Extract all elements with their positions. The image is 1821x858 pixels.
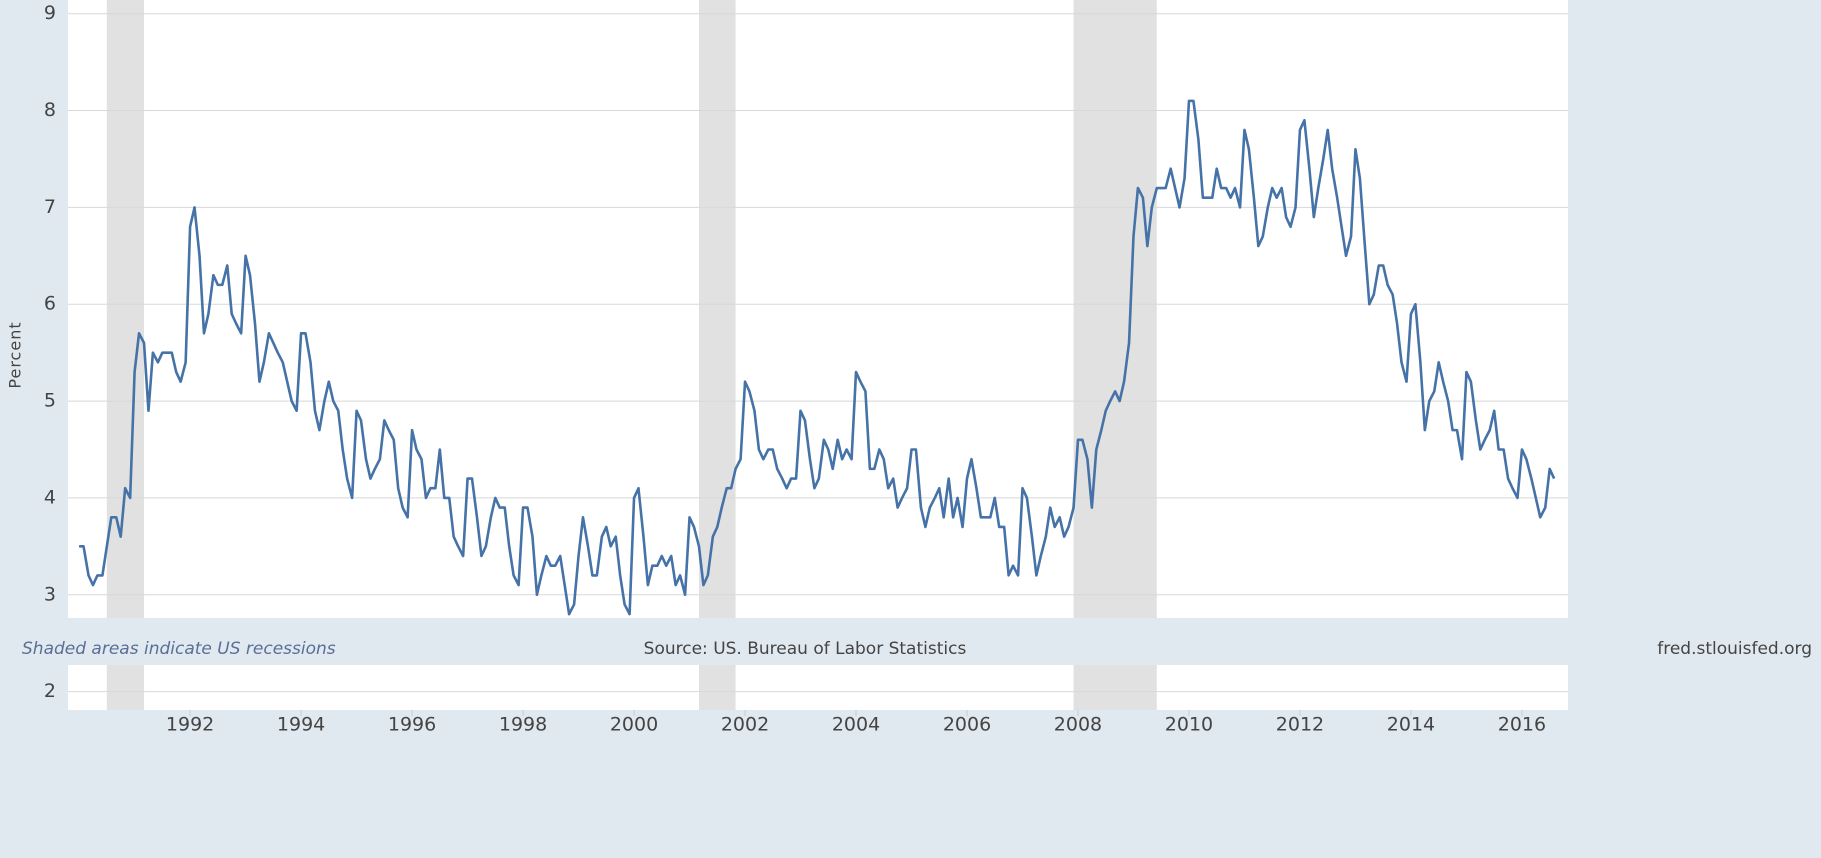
grid [68, 13, 1568, 716]
recession-band [1073, 0, 1157, 710]
x-tick-label: 2012 [1276, 714, 1324, 736]
y-tick-label: 8 [44, 99, 56, 121]
x-tick-label: 2010 [1165, 714, 1213, 736]
x-tick-label: 2006 [943, 714, 991, 736]
source: Source: US. Bureau of Labor Statistics [644, 639, 967, 659]
y-tick-label: 9 [44, 2, 56, 24]
x-tick-label: 2014 [1387, 714, 1435, 736]
plot-area [68, 0, 1568, 710]
x-tick-label: 2002 [721, 714, 769, 736]
y-tick-label: 5 [44, 390, 56, 412]
x-tick-label: 2008 [1054, 714, 1102, 736]
note: Shaded areas indicate US recessions [22, 639, 336, 659]
y-axis-label: Percent [6, 321, 25, 388]
x-tick-label: 2000 [610, 714, 658, 736]
lines [79, 99, 1556, 616]
x-tick-label: 1996 [388, 714, 436, 736]
footer-band [0, 618, 1821, 665]
y-tick-label: 6 [44, 293, 56, 315]
y-tick-label: 3 [44, 583, 56, 605]
labels: 2 3 4 5 6 7 8 9 1992 1994 1996 1998 2000 2002 2004 2006… [44, 2, 1546, 735]
x-tick-label: 2004 [832, 714, 880, 736]
y-tick-label: 4 [44, 486, 56, 508]
data-line [79, 99, 1556, 616]
x-tick-label: 1998 [499, 714, 547, 736]
site: fred.stlouisfed.org [1657, 639, 1812, 659]
recession-band [698, 0, 736, 710]
x-tick-label: 1992 [166, 714, 214, 736]
recession-band [106, 0, 145, 710]
x-tick-label: 1994 [277, 714, 325, 736]
y-tick-label: 7 [44, 196, 56, 218]
recessions [106, 0, 1157, 710]
y-tick-label: 2 [44, 680, 56, 702]
x-tick-label: 2016 [1498, 714, 1546, 736]
